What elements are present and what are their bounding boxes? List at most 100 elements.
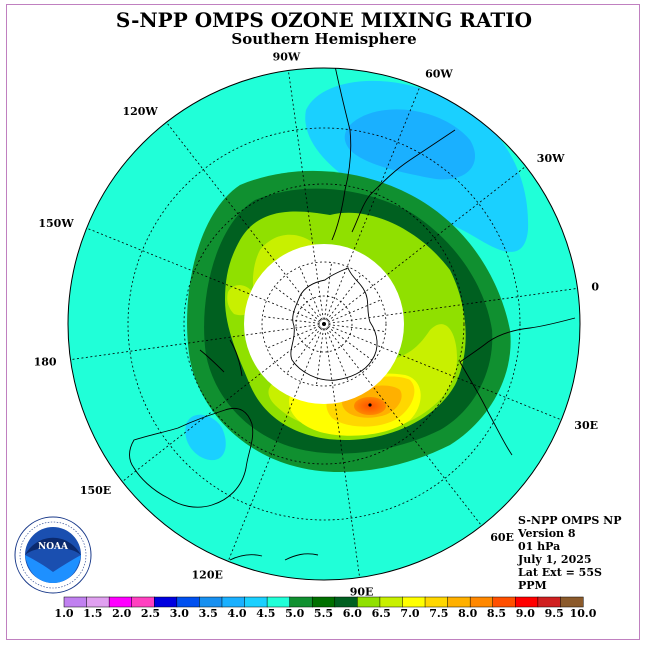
meridian-line bbox=[323, 287, 578, 325]
color-bar-label: 7.5 bbox=[429, 607, 448, 620]
south-pole-marker bbox=[322, 322, 326, 326]
longitude-label: 0 bbox=[591, 280, 599, 293]
latitude-circle-mid bbox=[183, 183, 465, 465]
latitude-circle-inner bbox=[261, 261, 387, 387]
color-bar-label: 2.0 bbox=[112, 607, 131, 620]
meridian-line bbox=[70, 323, 325, 361]
color-bar-swatch bbox=[131, 596, 155, 608]
antarctica-coastline bbox=[290, 267, 378, 381]
meridian-line-inner bbox=[323, 274, 362, 325]
info-version: Version 8 bbox=[518, 527, 576, 540]
info-units: PPM bbox=[518, 579, 547, 592]
longitude-label: 120E bbox=[192, 568, 223, 581]
color-bar-swatch bbox=[176, 596, 200, 608]
meridian-line-inner bbox=[262, 316, 325, 325]
australia-coastline bbox=[129, 407, 254, 508]
info-date: July 1, 2025 bbox=[518, 553, 592, 566]
longitude-labels: 0 30E 60E 90E 120E 150E 180 150W 120W 90W 60W 30W bbox=[34, 51, 600, 599]
color-bar bbox=[63, 596, 584, 608]
color-bar-swatch bbox=[244, 596, 268, 608]
color-bar-label: 5.5 bbox=[314, 607, 333, 620]
color-bar-swatch bbox=[560, 596, 584, 608]
coastlines bbox=[129, 68, 576, 561]
longitude-label: 150W bbox=[38, 217, 74, 230]
color-bar-swatch bbox=[515, 596, 539, 608]
meridian-line bbox=[323, 86, 421, 325]
color-bar-swatch bbox=[63, 596, 88, 608]
longitude-label: 60E bbox=[490, 531, 514, 544]
latitude-circle-outer bbox=[127, 127, 521, 521]
color-bar-labels: 1.0 1.5 2.0 2.5 3.0 3.5 4.0 4.5 5.0 5.5 6.0 6.5 7.0 7… bbox=[54, 607, 596, 620]
meridian-line bbox=[323, 166, 526, 325]
color-bar-label: 6.5 bbox=[372, 607, 391, 620]
color-bar-label: 9.5 bbox=[545, 607, 564, 620]
meridian-line bbox=[86, 227, 325, 325]
meridian-line-inner bbox=[323, 262, 332, 325]
longitude-label: 150E bbox=[80, 484, 111, 497]
color-bar-label: 2.5 bbox=[141, 607, 160, 620]
color-bar-label: 4.5 bbox=[256, 607, 275, 620]
meridian-line-inner bbox=[286, 323, 325, 374]
meridian-line bbox=[227, 323, 325, 562]
meridian-line-inner bbox=[323, 323, 349, 382]
color-bar-swatch bbox=[424, 596, 449, 608]
color-bar-label: 3.0 bbox=[170, 607, 189, 620]
color-bar-swatch bbox=[289, 596, 313, 608]
color-bar-swatch bbox=[492, 596, 516, 608]
color-bar-swatch bbox=[221, 596, 246, 608]
longitude-label: 180 bbox=[34, 356, 57, 369]
color-bar-label: 1.0 bbox=[54, 607, 73, 620]
longitude-label: 30E bbox=[574, 419, 598, 432]
meridian-line bbox=[122, 323, 325, 482]
color-bar-label: 3.5 bbox=[199, 607, 218, 620]
meridian-line-inner bbox=[299, 266, 325, 325]
meridian-line bbox=[323, 323, 562, 421]
product-info: S-NPP OMPS NP Version 8 01 hPa July 1, 2… bbox=[518, 514, 621, 592]
meridian-line bbox=[287, 70, 325, 325]
figure-frame bbox=[6, 4, 640, 640]
figure-title: S-NPP OMPS OZONE MIXING RATIO bbox=[115, 8, 533, 32]
longitude-label: 30W bbox=[537, 152, 565, 165]
latitude-circle-pole bbox=[295, 295, 353, 353]
new-zealand-coastline bbox=[199, 339, 243, 377]
south-america-coastline bbox=[331, 68, 456, 241]
color-bar-label: 7.0 bbox=[400, 607, 419, 620]
africa-coastline bbox=[459, 317, 576, 456]
info-pressure-level: 01 hPa bbox=[518, 540, 561, 553]
color-bar-swatch bbox=[357, 596, 381, 608]
color-bar-label: 5.0 bbox=[285, 607, 304, 620]
color-bar-swatch bbox=[266, 596, 291, 608]
indonesia-coastline bbox=[229, 553, 319, 561]
color-bar-swatch bbox=[537, 596, 561, 608]
color-bar-swatch bbox=[86, 596, 110, 608]
graticule bbox=[70, 70, 578, 578]
meridian-line-inner bbox=[266, 323, 325, 349]
color-bar-label: 10.0 bbox=[570, 607, 597, 620]
color-bar-label: 8.0 bbox=[458, 607, 477, 620]
color-bar-swatch bbox=[334, 596, 358, 608]
low-ozone-core-atlantic bbox=[344, 109, 476, 180]
color-bar-label: 4.0 bbox=[227, 607, 246, 620]
meridian-line-inner bbox=[323, 323, 386, 332]
color-bar-swatch bbox=[199, 596, 223, 608]
meridian-line-inner bbox=[316, 323, 325, 386]
low-ozone-region-australia bbox=[185, 414, 226, 461]
color-bar-swatch bbox=[402, 596, 426, 608]
color-bar-label: 8.5 bbox=[487, 607, 506, 620]
color-bar-label: 1.5 bbox=[83, 607, 102, 620]
max-marker bbox=[368, 403, 372, 407]
longitude-label: 120W bbox=[122, 105, 158, 118]
meridian-line-inner bbox=[323, 323, 374, 362]
meridians bbox=[70, 70, 578, 578]
color-bar-swatch bbox=[154, 596, 178, 608]
longitude-label: 90E bbox=[350, 585, 374, 598]
meridian-line bbox=[323, 323, 482, 526]
color-bar-label: 9.0 bbox=[516, 607, 535, 620]
info-lat-extent: Lat Ext = 55S bbox=[518, 566, 602, 579]
color-bar-swatch bbox=[447, 596, 471, 608]
meridian-line-inner bbox=[274, 286, 325, 325]
map-border bbox=[67, 67, 581, 581]
noaa-logo-text: NOAA bbox=[38, 542, 69, 552]
meridian-line bbox=[166, 122, 325, 325]
